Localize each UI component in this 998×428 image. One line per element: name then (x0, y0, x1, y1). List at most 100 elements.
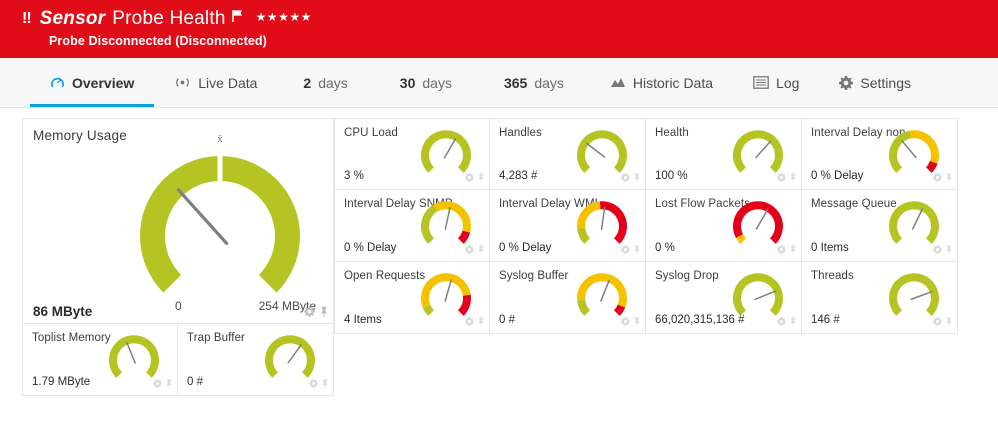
gauge-title: Syslog Drop (655, 270, 719, 282)
gauge-cell[interactable]: Message Queue 0 Items (802, 190, 958, 262)
gauge-dial (261, 329, 319, 381)
tab-2-days-unit: days (318, 74, 348, 91)
panel-tools (621, 169, 641, 187)
pin-icon[interactable] (165, 375, 173, 393)
gear-icon[interactable] (777, 313, 786, 331)
gauge-cell[interactable]: Threads 146 # (802, 262, 958, 334)
panel-tools (933, 169, 953, 187)
gear-icon[interactable] (777, 241, 786, 259)
memory-usage-min-label: 0 (175, 299, 182, 313)
pin-icon[interactable] (789, 313, 797, 331)
gear-icon[interactable] (153, 375, 162, 393)
pin-icon[interactable] (477, 169, 485, 187)
gauge-title: CPU Load (344, 127, 398, 139)
tab-2-days[interactable]: 2 days (277, 58, 373, 107)
pin-icon[interactable] (477, 313, 485, 331)
gauge-value: 1.79 MByte (32, 376, 91, 388)
gauge-cell[interactable]: Open Requests 4 Items (334, 262, 490, 334)
gauge-dial (885, 267, 943, 319)
status-badge: Probe Disconnected (Disconnected) (49, 34, 267, 48)
live-signal-icon (174, 76, 191, 89)
pin-icon[interactable] (319, 304, 329, 322)
memory-usage-gauge: x̄ (125, 131, 315, 306)
gear-icon[interactable] (465, 169, 474, 187)
pin-icon[interactable] (945, 169, 953, 187)
svg-text:x̄: x̄ (218, 134, 223, 145)
tab-30-days-number: 30 (399, 74, 416, 91)
gauge-dial (573, 267, 631, 319)
gauge-dial (105, 329, 163, 381)
star-rating-icon[interactable]: ★★★★★ (255, 9, 312, 24)
tab-settings[interactable]: Settings (819, 58, 931, 107)
tab-30-days-unit: days (422, 74, 452, 91)
pin-icon[interactable] (789, 241, 797, 259)
gauge-cell[interactable]: Syslog Drop 66,020,315,136 # (646, 262, 802, 334)
gauge-cell[interactable]: Trap Buffer 0 # (178, 324, 334, 396)
panel-tools (621, 241, 641, 259)
tab-30-days[interactable]: 30 days (374, 58, 478, 107)
tab-2-days-number: 2 (303, 74, 312, 91)
pin-icon[interactable] (945, 313, 953, 331)
gauge-cell[interactable]: Health 100 % (646, 118, 802, 190)
gauge-dial (729, 124, 787, 176)
panel-tools (304, 304, 329, 322)
tab-365-days[interactable]: 365 days (478, 58, 590, 107)
pin-icon[interactable] (945, 241, 953, 259)
panel-tools (465, 241, 485, 259)
memory-usage-panel[interactable]: Memory Usage x̄ 86 MByte 0 254 MByte (22, 118, 334, 324)
gauge-title: Threads (811, 270, 854, 282)
gear-icon[interactable] (933, 313, 942, 331)
left-column: Memory Usage x̄ 86 MByte 0 254 MByte Top… (22, 118, 334, 396)
panel-tools (933, 313, 953, 331)
gear-icon[interactable] (304, 304, 315, 322)
gauge-cell[interactable]: CPU Load 3 % (334, 118, 490, 190)
gauge-value: 0 % Delay (499, 242, 552, 254)
tab-historic-data[interactable]: Historic Data (590, 58, 733, 107)
gauge-title: Health (655, 127, 689, 139)
gauge-cell[interactable]: Toplist Memory 1.79 MByte (22, 324, 178, 396)
gear-icon[interactable] (465, 313, 474, 331)
gear-icon[interactable] (621, 241, 630, 259)
gauge-title: Syslog Buffer (499, 270, 569, 282)
gauge-value: 0 # (187, 376, 203, 388)
sensor-header: !! Sensor Probe Health ★★★★★ Probe Disco… (0, 0, 998, 58)
gauge-cell[interactable]: Syslog Buffer 0 # (490, 262, 646, 334)
gauge-value: 0 % Delay (811, 170, 864, 182)
log-list-icon (753, 76, 769, 89)
tab-overview[interactable]: Overview (30, 58, 155, 107)
page-title: Probe Health (112, 8, 226, 29)
pin-icon[interactable] (477, 241, 485, 259)
tab-live-data-label: Live Data (198, 74, 258, 91)
gauge-title: Message Queue (811, 198, 897, 210)
gauge-value: 4,283 # (499, 170, 538, 182)
gauge-cell[interactable]: Lost Flow Packets 0 % (646, 190, 802, 262)
pin-icon[interactable] (633, 241, 641, 259)
gauge-dial (573, 124, 631, 176)
gear-icon[interactable] (777, 169, 786, 187)
gear-icon[interactable] (621, 169, 630, 187)
gauge-dial (729, 195, 787, 247)
gauge-cell[interactable]: Interval Delay non-WM… 0 % Delay (802, 118, 958, 190)
dashboard-content: Memory Usage x̄ 86 MByte 0 254 MByte Top… (0, 108, 998, 396)
pin-icon[interactable] (633, 313, 641, 331)
gauge-value: 0 % (655, 242, 675, 254)
pin-icon[interactable] (789, 169, 797, 187)
gauge-cell[interactable]: Interval Delay SNMP 0 % Delay (334, 190, 490, 262)
gear-icon[interactable] (621, 313, 630, 331)
tab-log[interactable]: Log (733, 58, 819, 107)
gauge-cell[interactable]: Interval Delay WMI 0 % Delay (490, 190, 646, 262)
tab-live-data[interactable]: Live Data (154, 58, 277, 107)
panel-tools (309, 375, 329, 393)
gauge-cell[interactable]: Handles 4,283 # (490, 118, 646, 190)
pin-icon[interactable] (633, 169, 641, 187)
panel-tools (465, 313, 485, 331)
flag-icon[interactable] (230, 9, 244, 23)
gear-icon[interactable] (309, 375, 318, 393)
memory-usage-max-label: 254 MByte (258, 299, 316, 313)
gear-icon[interactable] (933, 169, 942, 187)
memory-usage-value: 86 MByte (33, 304, 93, 319)
gear-icon[interactable] (933, 241, 942, 259)
gear-icon[interactable] (465, 241, 474, 259)
pin-icon[interactable] (321, 375, 329, 393)
gauge-dial (417, 267, 475, 319)
